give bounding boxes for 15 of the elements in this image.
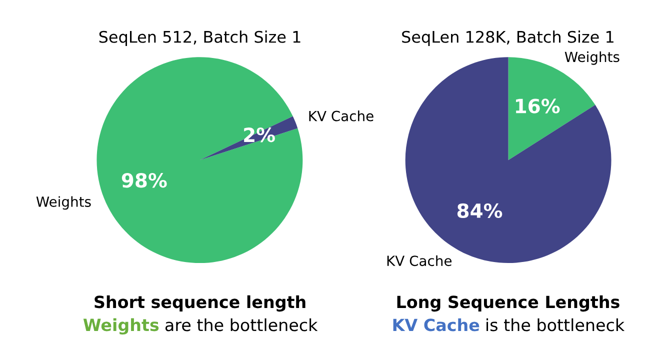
text: is the bottleneck [486,318,625,332]
chart-title: SeqLen 512, Batch Size 1 [99,30,300,46]
text: KV Cache [393,318,480,332]
slice-label: KV Cache [309,110,374,122]
slice-label: Weights [36,196,91,210]
data-label: 98% [122,173,167,188]
chart-title: SeqLen 128K, Batch Size 1 [402,30,614,46]
slice-label: Weights [564,51,620,65]
data-label: 16% [516,98,560,114]
text: are the bottleneck [165,318,318,332]
slice-label: KV Cache [387,255,452,266]
data-label: 84% [457,203,502,218]
text: Short sequence length [94,295,306,312]
text: Weights [83,318,159,335]
text: Long Sequence Lengths [397,295,620,312]
